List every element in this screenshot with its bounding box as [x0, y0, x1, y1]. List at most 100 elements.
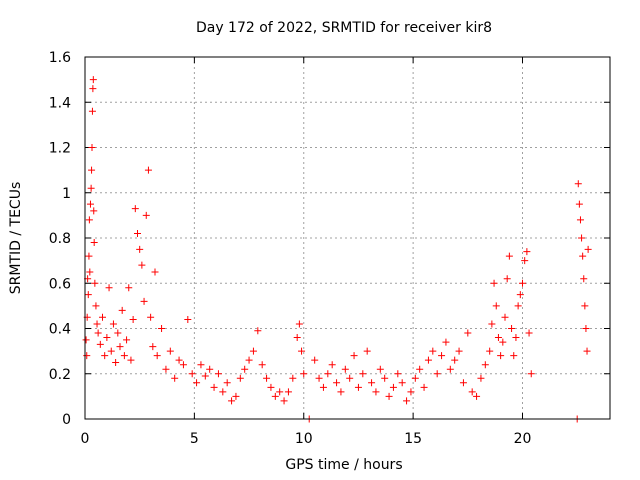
data-point: [151, 268, 159, 276]
data-point: [123, 336, 131, 344]
data-point: [455, 347, 463, 355]
data-point: [499, 338, 507, 346]
data-point: [333, 379, 341, 387]
data-point: [341, 365, 349, 373]
data-point: [350, 352, 358, 360]
data-point: [158, 325, 166, 332]
data-point: [477, 374, 485, 382]
data-point: [411, 374, 419, 382]
data-point: [280, 397, 288, 405]
data-point: [263, 374, 271, 382]
data-point: [89, 76, 97, 84]
data-point: [416, 365, 424, 373]
data-point: [580, 275, 588, 283]
data-point: [337, 388, 345, 396]
plot-frame: [84, 56, 611, 420]
data-point: [381, 374, 389, 382]
data-point: [481, 361, 489, 369]
data-point: [289, 374, 297, 382]
data-point: [201, 372, 209, 380]
x-tick-label: 20: [514, 431, 532, 447]
data-point: [120, 352, 128, 360]
data-point: [523, 248, 531, 256]
data-point: [188, 370, 196, 378]
data-point: [184, 315, 192, 323]
data-point: [193, 379, 201, 387]
data-point: [442, 338, 450, 346]
y-tick-label: 0: [62, 412, 71, 428]
data-point: [92, 302, 100, 310]
data-point: [241, 365, 249, 373]
y-tick-label: 1.2: [49, 141, 71, 157]
data-point: [324, 370, 332, 378]
data-point: [103, 334, 111, 342]
x-tick-label: 5: [190, 431, 199, 447]
data-point: [510, 352, 518, 360]
data-point: [527, 370, 535, 378]
data-point: [516, 291, 524, 299]
data-point: [109, 320, 117, 328]
data-point: [494, 334, 502, 342]
data-point: [490, 279, 498, 287]
y-tick-label: 1.6: [49, 50, 71, 66]
data-point: [179, 361, 187, 369]
data-point: [492, 302, 500, 310]
data-point: [583, 347, 591, 355]
data-point: [578, 234, 586, 242]
data-point: [125, 284, 133, 292]
data-point: [354, 383, 362, 391]
data-point: [346, 374, 354, 382]
data-point: [96, 340, 104, 348]
data-point: [83, 352, 91, 360]
data-point: [446, 365, 454, 373]
point-layer: [82, 76, 592, 423]
data-point: [459, 379, 467, 387]
y-tick-label: 0.6: [49, 276, 71, 292]
data-point: [114, 329, 122, 337]
data-point: [99, 313, 106, 321]
data-point: [368, 379, 376, 387]
data-point: [328, 361, 336, 369]
data-point: [267, 383, 275, 391]
data-point: [407, 388, 415, 396]
data-point: [514, 302, 522, 310]
data-point: [86, 268, 94, 276]
data-point: [497, 352, 505, 360]
data-point: [245, 356, 253, 364]
data-point: [519, 279, 526, 287]
data-point: [433, 370, 441, 378]
data-point: [85, 252, 93, 260]
data-point: [107, 347, 115, 355]
data-point: [228, 397, 236, 405]
data-point: [88, 107, 96, 115]
data-point: [508, 325, 516, 332]
data-point: [394, 370, 402, 378]
data-point: [86, 200, 94, 208]
data-point: [127, 356, 135, 364]
y-tick-label: 1.4: [49, 95, 71, 111]
data-point: [138, 261, 146, 269]
data-point: [319, 383, 327, 391]
data-point: [206, 365, 214, 373]
data-point: [488, 320, 496, 328]
y-tick-label: 0.2: [49, 367, 71, 383]
data-point: [505, 252, 513, 260]
data-point: [451, 356, 459, 364]
data-point: [311, 356, 319, 364]
data-point: [214, 370, 222, 378]
tick-layer: 0 0.2 0.4 0.6 0.8 1 1.2 1.4 1.6 0 5 10 15 20: [49, 50, 610, 447]
data-point: [131, 205, 139, 213]
data-point: [521, 257, 529, 265]
data-point: [89, 85, 97, 93]
data-point: [105, 284, 113, 292]
data-point: [84, 291, 92, 299]
x-tick-label: 15: [404, 431, 422, 447]
data-point: [403, 397, 411, 405]
data-point: [581, 302, 589, 310]
data-point: [429, 347, 437, 355]
data-point: [359, 370, 367, 378]
data-point: [223, 379, 231, 387]
data-point: [140, 297, 148, 305]
